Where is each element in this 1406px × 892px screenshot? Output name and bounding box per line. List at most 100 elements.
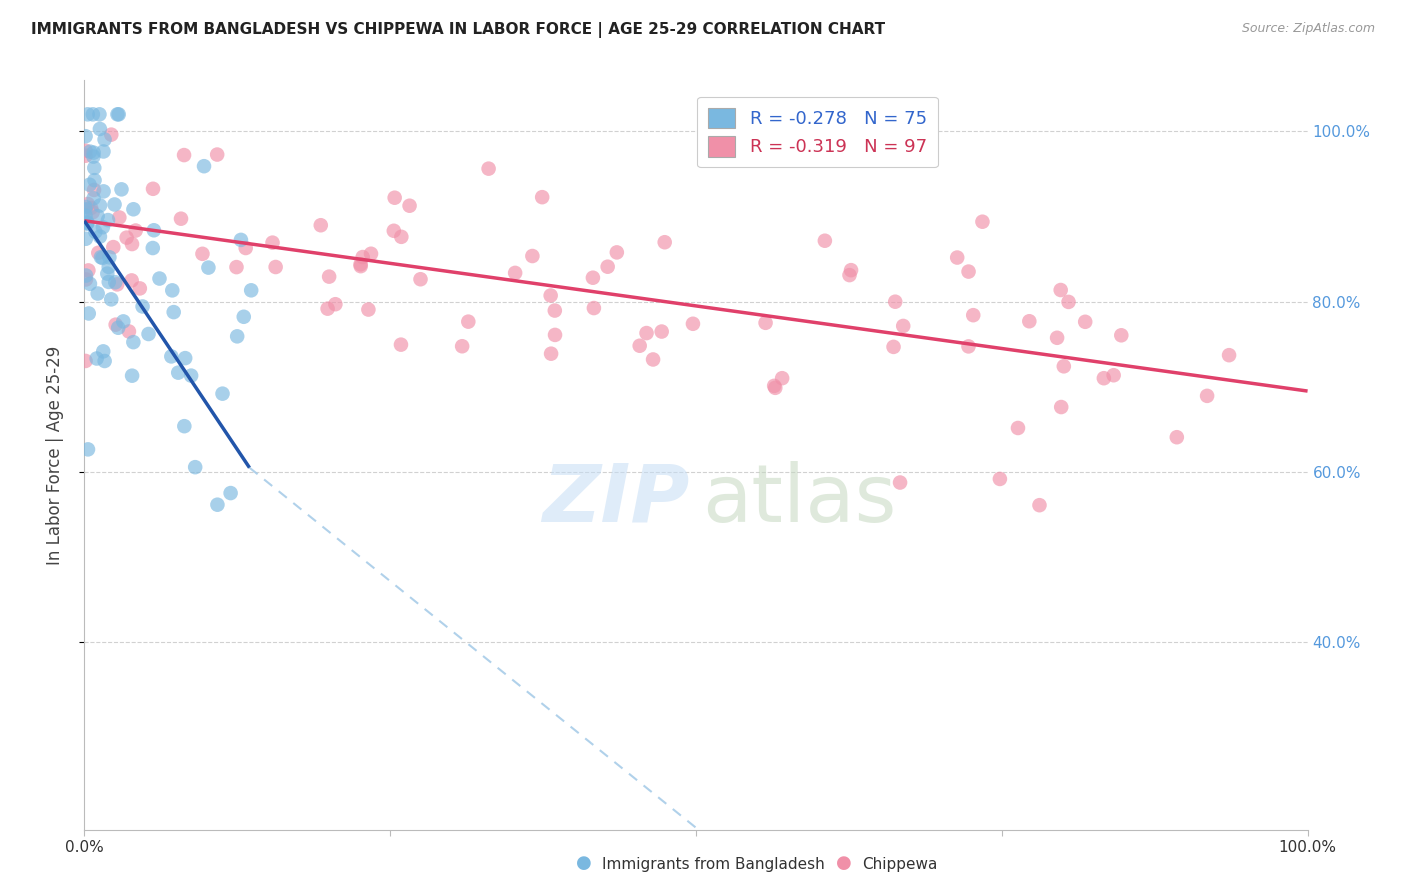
Point [104,318,127,332]
Point [82,150,104,164]
Point [97,260,120,274]
Point [205,147,228,161]
Point [83,183,105,197]
Point [229,233,252,247]
Point [75,272,97,286]
Point [77,306,100,320]
Point [1102,368,1125,383]
Point [142,182,165,196]
Point [457,315,479,329]
Point [142,241,165,255]
Point [162,284,184,298]
Point [384,191,406,205]
Point [651,325,673,339]
Point [1050,400,1073,414]
Point [962,308,984,322]
Point [91,251,114,265]
Point [115,230,138,244]
Text: IMMIGRANTS FROM BANGLADESH VS CHIPPEWA IN LABOR FORCE | AGE 25-29 CORRELATION CH: IMMIGRANTS FROM BANGLADESH VS CHIPPEWA I… [31,22,884,38]
Point [97,275,120,289]
Point [75,354,97,368]
Point [755,316,778,330]
Point [93,132,115,146]
Point [770,371,793,385]
Point [86,351,108,366]
Point [122,335,145,350]
Point [76,215,98,229]
Point [1046,331,1069,345]
Point [191,247,214,261]
Point [891,318,914,333]
Point [98,250,121,264]
Point [131,300,153,314]
Point [90,250,112,264]
Point [262,235,284,250]
Point [318,269,340,284]
Point [77,442,100,457]
Point [1057,294,1080,309]
Point [184,460,207,475]
Legend: R = -0.278   N = 75, R = -0.319   N = 97: R = -0.278 N = 75, R = -0.319 N = 97 [697,97,938,168]
Text: Chippewa: Chippewa [862,857,938,872]
Point [104,275,127,289]
Point [628,339,651,353]
Point [349,257,371,271]
Point [1111,328,1133,343]
Point [82,205,104,219]
Point [763,381,786,395]
Point [76,216,98,230]
Point [107,320,129,334]
Point [105,277,128,292]
Point [75,209,97,223]
Point [163,305,186,319]
Point [409,272,432,286]
Point [128,281,150,295]
Point [503,266,526,280]
Point [219,486,242,500]
Text: atlas: atlas [702,461,897,539]
Point [173,419,195,434]
Point [325,297,347,311]
Point [540,347,562,361]
Point [103,240,125,254]
Point [1018,314,1040,328]
Point [96,267,118,281]
Point [125,223,148,237]
Point [89,107,111,121]
Point [1166,430,1188,444]
Point [79,145,101,159]
Point [1028,498,1050,512]
Text: ZIP: ZIP [543,461,690,539]
Text: ●: ● [835,855,852,872]
Point [82,107,104,121]
Point [883,340,905,354]
Point [86,209,108,223]
Point [170,211,193,226]
Point [398,199,420,213]
Point [478,161,501,176]
Point [76,216,98,230]
Point [1007,421,1029,435]
Point [86,286,108,301]
Point [531,190,554,204]
Point [75,149,97,163]
Point [946,251,969,265]
Point [972,215,994,229]
Point [207,498,229,512]
Point [89,229,111,244]
Point [121,273,143,287]
Point [264,260,287,274]
Point [544,327,567,342]
Point [107,107,129,121]
Point [121,237,143,252]
Point [382,224,405,238]
Point [225,260,247,274]
Point [309,219,332,233]
Point [83,161,105,175]
Point [197,260,219,275]
Point [582,270,605,285]
Point [75,202,97,217]
Point [142,223,165,237]
Point [636,326,658,340]
Point [79,178,101,192]
